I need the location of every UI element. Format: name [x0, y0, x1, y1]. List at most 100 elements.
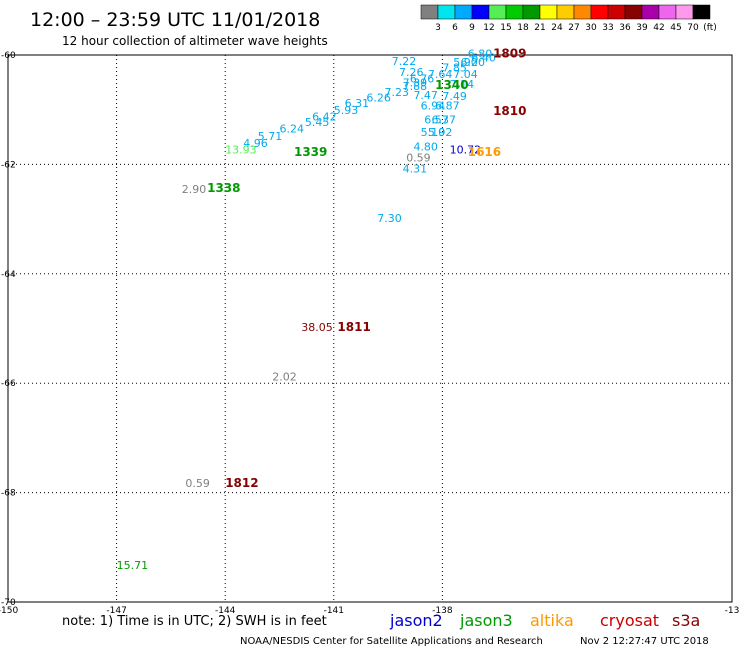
- pass-time-label: 1339: [294, 145, 327, 159]
- swh-value: 7.85: [442, 61, 467, 74]
- swh-value: 7.26: [399, 66, 424, 79]
- swh-value: 10.72: [450, 143, 482, 156]
- swh-value: 5.45: [305, 116, 330, 129]
- swh-value: 38.05: [301, 321, 333, 334]
- swh-value: 7.22: [392, 55, 417, 68]
- lat-tick-label: -68: [1, 489, 16, 499]
- scale-label: 21: [534, 23, 545, 33]
- pass-time-label: 1810: [493, 104, 526, 118]
- color-swatch: [607, 4, 626, 20]
- color-swatch: [420, 4, 439, 20]
- color-swatch: [658, 4, 677, 20]
- lat-tick-label: -64: [1, 270, 16, 280]
- scale-label: 27: [568, 23, 579, 33]
- map-border: [7, 54, 733, 603]
- swh-value: 7.23: [384, 86, 409, 99]
- swh-value: 5.92: [428, 126, 453, 139]
- corner-right-label: -13: [725, 606, 740, 616]
- scale-label: 9: [469, 23, 475, 33]
- chart-subtitle: 12 hour collection of altimeter wave hei…: [62, 34, 328, 48]
- color-swatch: [539, 4, 558, 20]
- scale-label: 45: [670, 23, 681, 33]
- satellite-name: s3a: [672, 611, 700, 630]
- swh-value: 7.14: [450, 78, 475, 91]
- lat-tick-label: -62: [1, 160, 16, 170]
- swh-value: 6.24: [280, 123, 305, 136]
- scale-label: 36: [619, 23, 631, 33]
- swh-value: 4.31: [403, 163, 428, 176]
- color-swatch: [590, 4, 609, 20]
- color-swatch: [505, 4, 524, 20]
- swh-value: 6.57: [424, 113, 449, 126]
- swh-value: 13.93: [225, 143, 257, 156]
- swh-value: 5.10: [421, 126, 446, 139]
- scale-label: 33: [602, 23, 613, 33]
- swh-value: 6.40: [471, 52, 496, 65]
- pass-time-label: 1812: [225, 476, 258, 490]
- swh-value: 5.90: [453, 56, 478, 69]
- color-swatch: [675, 4, 694, 20]
- scale-label: (ft): [703, 23, 717, 33]
- swh-value: 6.76: [410, 72, 435, 85]
- swh-value: 4.96: [243, 137, 267, 150]
- corner-left-label: -150: [0, 606, 18, 616]
- color-swatch: [556, 4, 575, 20]
- pass-time-label: 1616: [468, 145, 501, 159]
- footer-note: note: 1) Time is in UTC; 2) SWH is in fe…: [62, 614, 327, 629]
- color-scale-legend: 3 6 9 12 15 18 21 24 27 30 33 36 39 42 45 70 (ft): [420, 4, 717, 33]
- swh-value: 4.80: [413, 141, 438, 154]
- swh-value: 7.49: [442, 90, 467, 103]
- swh-value: 7.88: [403, 80, 428, 93]
- map-area: -147 -144 -141 -138 -60 -62 -64 -66 -68 -70-150 -1…: [0, 47, 739, 616]
- satellite-name: jason3: [459, 611, 513, 630]
- scale-label: 42: [653, 23, 664, 33]
- lat-tick-label: -60: [1, 51, 16, 61]
- scale-label: 30: [585, 23, 597, 33]
- swh-value: 7.04: [453, 68, 478, 81]
- satellite-name: jason2: [389, 611, 443, 630]
- scale-label: 15: [500, 23, 511, 33]
- swh-value: 7.30: [377, 212, 402, 225]
- footer-credit: NOAA/NESDIS Center for Satellite Applica…: [240, 636, 543, 647]
- scale-label: 3: [435, 23, 441, 33]
- scale-label: 39: [636, 23, 648, 33]
- swh-value: 6.31: [345, 97, 370, 110]
- scale-label: 70: [687, 23, 699, 33]
- lon-tick-label: -144: [215, 606, 236, 616]
- footer-timestamp: Nov 2 12:27:47 UTC 2018: [580, 636, 709, 647]
- swh-value: 7.47: [413, 89, 438, 102]
- pass-time-label: 1811: [337, 320, 370, 334]
- color-swatch: [692, 4, 711, 20]
- swh-value: 6.80: [468, 48, 493, 61]
- pass-time-label: 1338: [207, 181, 240, 195]
- color-swatch: [454, 4, 473, 20]
- graticule: [7, 54, 733, 603]
- swh-value: 6.94: [421, 100, 446, 113]
- swh-value: 2.90: [182, 183, 207, 196]
- color-swatch: [471, 4, 490, 20]
- lon-tick-label: -138: [432, 606, 453, 616]
- swh-value: 6.42: [312, 111, 337, 124]
- satellite-name: altika: [530, 611, 574, 630]
- scale-label: 24: [551, 23, 563, 33]
- swh-value: 7.64: [428, 68, 453, 81]
- satellite-legend: jason2 jason3 altika cryosat s3a: [389, 611, 700, 630]
- pass-time-label: 1340: [435, 78, 468, 92]
- lon-tick-label: -141: [324, 606, 344, 616]
- swh-value: 6.26: [366, 91, 391, 104]
- axis-tick-labels: -147 -144 -141 -138 -60 -62 -64 -66 -68 -70-150 -1…: [0, 51, 739, 616]
- chart-title: 12:00 – 23:59 UTC 11/01/2018: [30, 9, 320, 31]
- swh-value: 7.39: [403, 77, 428, 90]
- swh-value: 6.87: [435, 100, 460, 113]
- color-swatch: [573, 4, 592, 20]
- swh-value: 2.02: [272, 370, 297, 383]
- swh-value: 5.93: [334, 104, 359, 117]
- lat-tick-label: -70: [1, 598, 16, 608]
- pass-time-label: 1809: [493, 47, 526, 61]
- scale-label: 6: [452, 23, 458, 33]
- color-swatch: [488, 4, 507, 20]
- swh-value: 15.71: [117, 559, 149, 572]
- color-swatch: [437, 4, 456, 20]
- swh-value: 6.37: [432, 113, 457, 126]
